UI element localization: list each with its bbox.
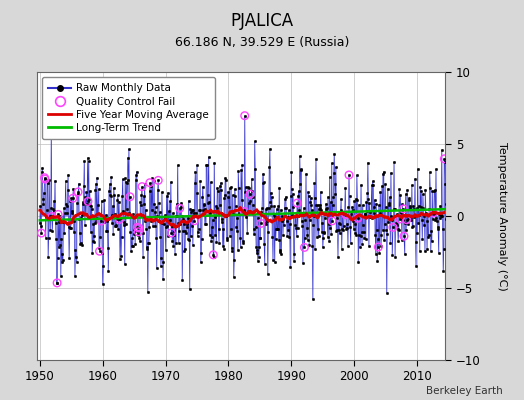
Point: [167, 230, 176, 236]
Point: [257, 220, 265, 227]
Point: [138, 184, 146, 190]
Point: [47, 128, 56, 135]
Point: [41, 176, 49, 182]
Point: [440, 156, 449, 162]
Point: [69, 195, 77, 202]
Point: [190, 218, 199, 224]
Text: PJALICA: PJALICA: [231, 12, 293, 30]
Point: [402, 216, 411, 223]
Point: [354, 215, 362, 221]
Legend: Raw Monthly Data, Quality Control Fail, Five Year Moving Average, Long-Term Tren: Raw Monthly Data, Quality Control Fail, …: [42, 77, 215, 139]
Point: [374, 244, 383, 250]
Point: [389, 224, 397, 230]
Point: [135, 225, 143, 231]
Point: [300, 244, 309, 251]
Text: Berkeley Earth: Berkeley Earth: [427, 386, 503, 396]
Point: [48, 213, 56, 220]
Point: [54, 211, 62, 218]
Point: [74, 189, 82, 195]
Point: [241, 112, 249, 119]
Point: [345, 172, 353, 178]
Point: [115, 216, 124, 222]
Point: [95, 248, 104, 254]
Point: [84, 198, 92, 205]
Point: [328, 218, 336, 224]
Point: [396, 216, 404, 222]
Point: [133, 224, 141, 230]
Point: [126, 194, 134, 200]
Point: [246, 191, 254, 198]
Point: [342, 212, 350, 218]
Point: [429, 210, 438, 216]
Point: [400, 233, 408, 239]
Point: [209, 252, 217, 258]
Point: [37, 230, 46, 236]
Text: 66.186 N, 39.529 E (Russia): 66.186 N, 39.529 E (Russia): [175, 36, 349, 49]
Y-axis label: Temperature Anomaly (°C): Temperature Anomaly (°C): [497, 142, 507, 290]
Point: [134, 228, 143, 235]
Point: [293, 200, 301, 206]
Point: [97, 218, 105, 224]
Point: [154, 177, 162, 184]
Point: [40, 174, 49, 181]
Point: [53, 280, 61, 286]
Point: [240, 208, 248, 215]
Point: [399, 206, 408, 212]
Point: [176, 205, 184, 212]
Point: [146, 180, 154, 186]
